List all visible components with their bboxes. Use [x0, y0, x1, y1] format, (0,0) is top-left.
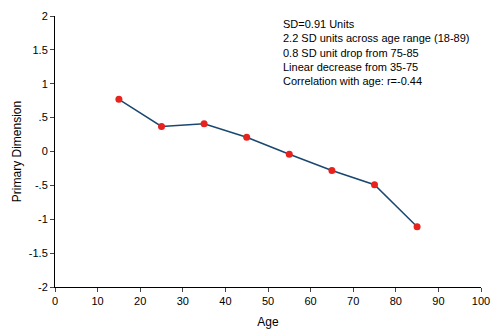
svg-text:-1.5: -1.5 — [29, 247, 48, 259]
svg-text:0: 0 — [42, 145, 48, 157]
svg-text:2: 2 — [42, 10, 48, 22]
svg-text:30: 30 — [177, 295, 189, 307]
svg-text:20: 20 — [134, 295, 146, 307]
svg-text:Age: Age — [257, 315, 279, 329]
svg-text:Primary Dimension: Primary Dimension — [10, 101, 24, 202]
svg-text:40: 40 — [219, 295, 231, 307]
svg-text:90: 90 — [432, 295, 444, 307]
svg-text:60: 60 — [304, 295, 316, 307]
svg-text:50: 50 — [262, 295, 274, 307]
svg-text:0: 0 — [52, 295, 58, 307]
svg-text:100: 100 — [472, 295, 490, 307]
svg-text:80: 80 — [390, 295, 402, 307]
svg-text:1.5: 1.5 — [33, 44, 48, 56]
svg-text:10: 10 — [91, 295, 103, 307]
svg-text:-2: -2 — [38, 281, 48, 293]
svg-text:70: 70 — [347, 295, 359, 307]
svg-text:-1: -1 — [38, 213, 48, 225]
svg-text:-.5: -.5 — [35, 179, 48, 191]
svg-text:.5: .5 — [39, 111, 48, 123]
svg-text:1: 1 — [42, 78, 48, 90]
svg-text:SD=0.91 Units2.2 SD units acro: SD=0.91 Units2.2 SD units across age ran… — [283, 18, 470, 87]
